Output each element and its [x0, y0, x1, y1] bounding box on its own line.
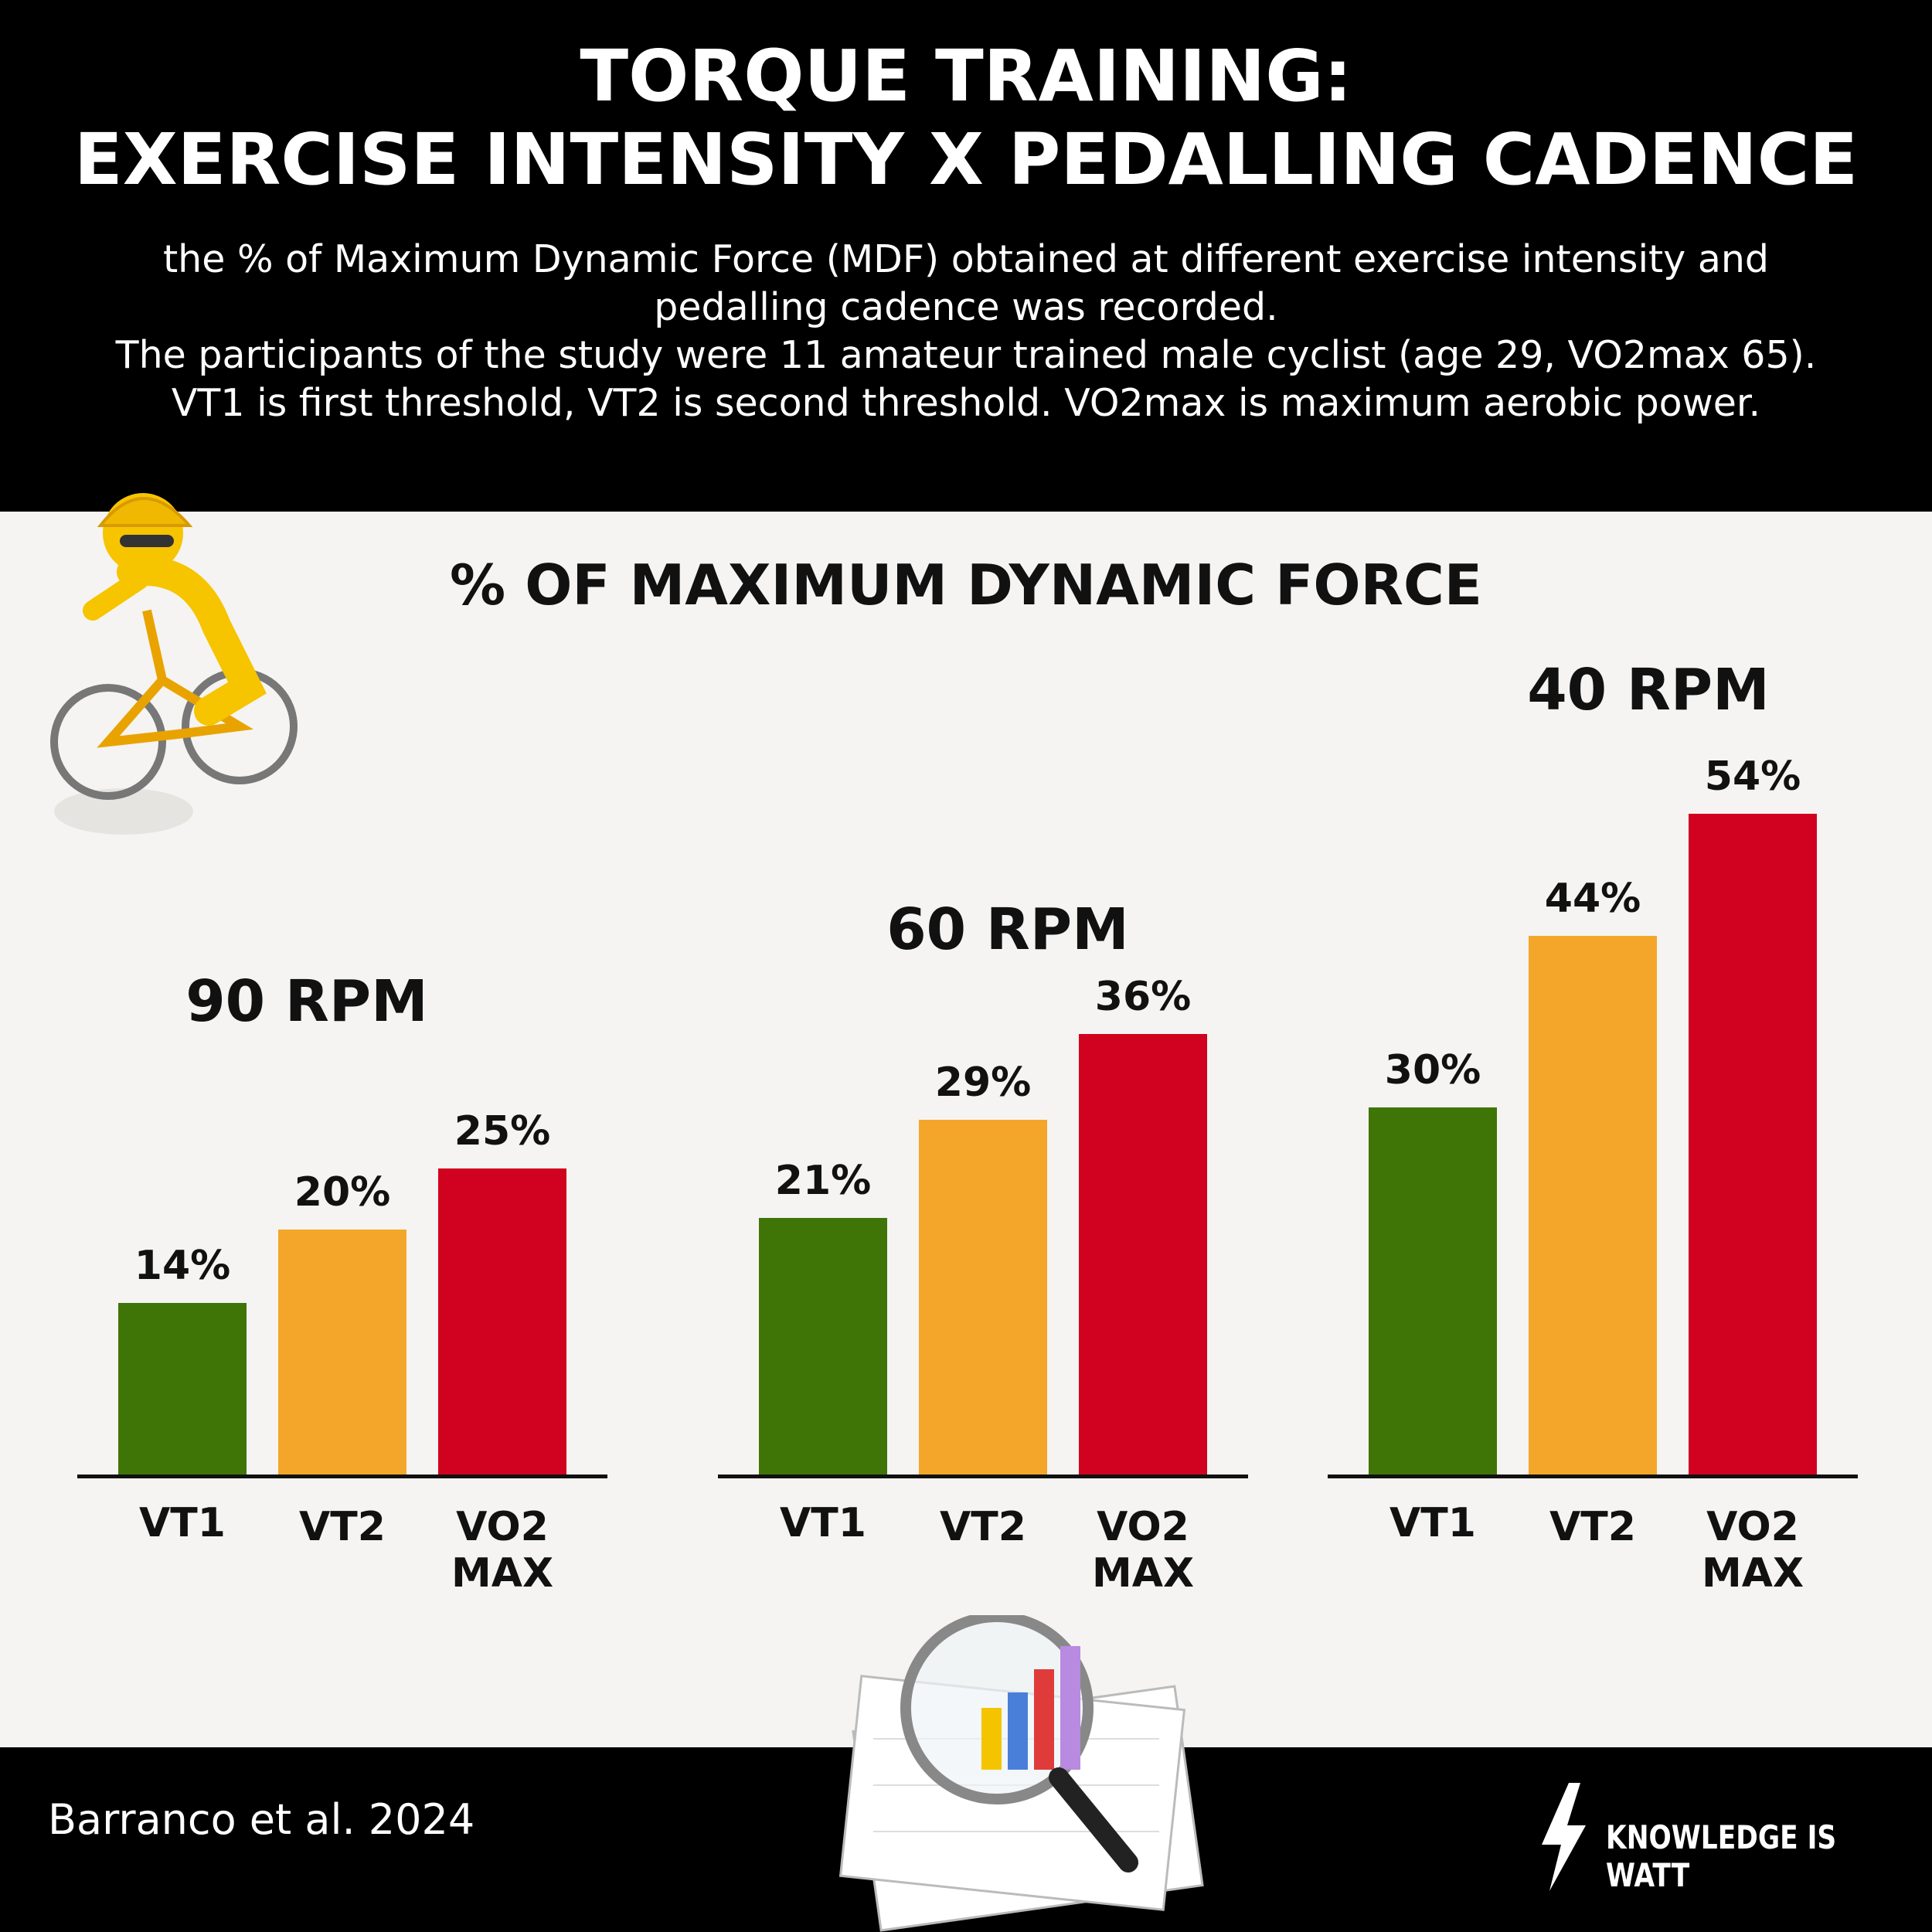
bar — [1079, 1034, 1207, 1475]
x-tick-label: VT1 — [780, 1500, 866, 1546]
bar — [1689, 814, 1817, 1475]
x-tick-label: VT2 — [1549, 1504, 1636, 1550]
value-label: 25% — [454, 1108, 551, 1155]
section-title: % OF MAXIMUM DYNAMIC FORCE — [449, 553, 1482, 617]
value-label: 21% — [774, 1157, 872, 1204]
header: TORQUE TRAINING: EXERCISE INTENSITY X PE… — [0, 0, 1932, 512]
title: TORQUE TRAINING: EXERCISE INTENSITY X PE… — [0, 35, 1932, 202]
x-tick-label: VO2 MAX — [451, 1504, 554, 1597]
report-icon — [838, 1615, 1204, 1932]
chart-title: 90 RPM — [185, 968, 428, 1035]
baseline — [718, 1475, 1248, 1478]
value-label: 36% — [1094, 974, 1192, 1020]
value-label: 54% — [1704, 753, 1801, 800]
bar — [919, 1119, 1047, 1475]
bolt-icon — [1542, 1783, 1586, 1891]
bar — [1529, 936, 1657, 1475]
x-tick-label: VT1 — [1389, 1500, 1476, 1546]
bar — [118, 1303, 247, 1475]
bar — [278, 1230, 406, 1475]
title-line: EXERCISE INTENSITY X PEDALLING CADENCE — [73, 118, 1859, 201]
x-tick-label: VT1 — [139, 1500, 226, 1546]
x-tick-label: VO2 MAX — [1701, 1504, 1804, 1597]
baseline — [1328, 1475, 1858, 1478]
x-tick-label: VT2 — [299, 1504, 386, 1550]
value-label: 29% — [934, 1059, 1032, 1106]
bar — [759, 1217, 887, 1475]
chart-title: 40 RPM — [1527, 657, 1770, 723]
x-tick-label: VO2 MAX — [1091, 1504, 1195, 1597]
bar — [438, 1168, 566, 1475]
bar — [1369, 1107, 1497, 1475]
value-label: 30% — [1384, 1047, 1481, 1094]
title-line: TORQUE TRAINING: — [580, 35, 1352, 117]
value-label: 14% — [134, 1243, 231, 1290]
brand: KNOWLEDGE IS WATT — [1606, 1818, 1837, 1894]
baseline — [77, 1475, 607, 1478]
subtitle-line: the % of Maximum Dynamic Force (MDF) obt… — [162, 237, 1770, 329]
value-label: 20% — [294, 1169, 391, 1216]
citation: Barranco et al. 2024 — [48, 1795, 475, 1844]
subtitle-line: The participants of the study were 11 am… — [115, 333, 1817, 425]
chart-title: 60 RPM — [886, 896, 1129, 963]
cyclist-icon — [50, 493, 298, 835]
x-tick-label: VT2 — [940, 1504, 1026, 1550]
value-label: 44% — [1544, 876, 1641, 923]
subtitle: the % of Maximum Dynamic Force (MDF) obt… — [77, 236, 1855, 427]
